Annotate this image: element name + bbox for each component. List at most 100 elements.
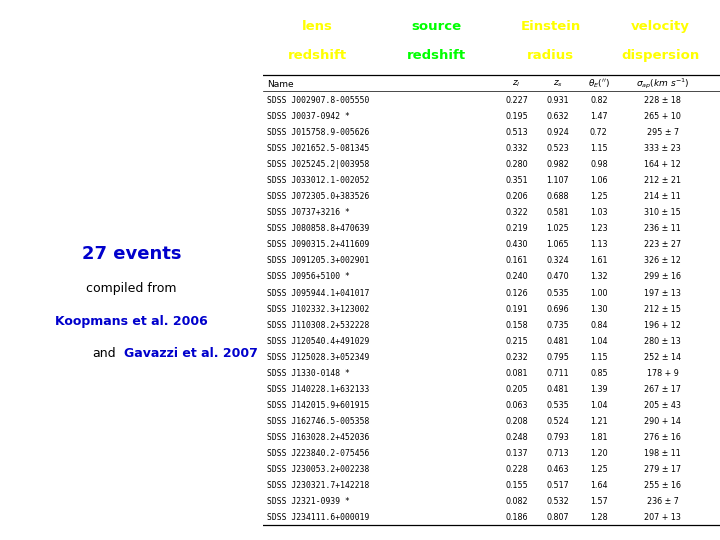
Text: 1.15: 1.15 bbox=[590, 353, 608, 362]
Text: 0.082: 0.082 bbox=[505, 497, 528, 507]
Text: $z_s$: $z_s$ bbox=[553, 79, 562, 90]
Text: 0.240: 0.240 bbox=[505, 273, 528, 281]
Text: compiled from: compiled from bbox=[86, 282, 176, 295]
Text: 299 ± 16: 299 ± 16 bbox=[644, 273, 681, 281]
Text: SDSS J0956+5100 *: SDSS J0956+5100 * bbox=[267, 273, 350, 281]
Text: 205 ± 43: 205 ± 43 bbox=[644, 401, 681, 410]
Text: SDSS J095944.1+041017: SDSS J095944.1+041017 bbox=[267, 288, 370, 298]
Text: 1.03: 1.03 bbox=[590, 208, 608, 217]
Text: 1.065: 1.065 bbox=[546, 240, 569, 249]
Text: 228 ± 18: 228 ± 18 bbox=[644, 96, 681, 105]
Text: 0.793: 0.793 bbox=[546, 433, 569, 442]
Text: 0.532: 0.532 bbox=[546, 497, 569, 507]
Text: SDSS J0737+3216 *: SDSS J0737+3216 * bbox=[267, 208, 350, 217]
Text: 1.15: 1.15 bbox=[590, 144, 608, 153]
Text: 1.57: 1.57 bbox=[590, 497, 608, 507]
Text: Name: Name bbox=[267, 79, 294, 89]
Text: 0.481: 0.481 bbox=[546, 337, 569, 346]
Text: SDSS J163028.2+452036: SDSS J163028.2+452036 bbox=[267, 433, 370, 442]
Text: 0.85: 0.85 bbox=[590, 369, 608, 378]
Text: 0.324: 0.324 bbox=[546, 256, 569, 265]
Text: 1.025: 1.025 bbox=[546, 224, 569, 233]
Text: 1.23: 1.23 bbox=[590, 224, 608, 233]
Text: $\sigma_{ap}(km\ s^{-1})$: $\sigma_{ap}(km\ s^{-1})$ bbox=[636, 77, 690, 91]
Text: 1.06: 1.06 bbox=[590, 176, 608, 185]
Text: 198 ± 11: 198 ± 11 bbox=[644, 449, 681, 458]
Text: 1.28: 1.28 bbox=[590, 514, 608, 523]
Text: 196 + 12: 196 + 12 bbox=[644, 321, 681, 329]
Text: 0.535: 0.535 bbox=[546, 401, 569, 410]
Text: 236 ± 7: 236 ± 7 bbox=[647, 497, 679, 507]
Text: 0.280: 0.280 bbox=[505, 160, 528, 169]
Text: SDSS J234111.6+000019: SDSS J234111.6+000019 bbox=[267, 514, 370, 523]
Text: 223 ± 27: 223 ± 27 bbox=[644, 240, 681, 249]
Text: SDSS J015758.9-005626: SDSS J015758.9-005626 bbox=[267, 128, 370, 137]
Text: 265 + 10: 265 + 10 bbox=[644, 112, 681, 121]
Text: 1.81: 1.81 bbox=[590, 433, 608, 442]
Text: 255 ± 16: 255 ± 16 bbox=[644, 481, 681, 490]
Text: $z_l$: $z_l$ bbox=[513, 79, 521, 90]
Text: SDSS J091205.3+002901: SDSS J091205.3+002901 bbox=[267, 256, 370, 265]
Text: 0.513: 0.513 bbox=[505, 128, 528, 137]
Text: 214 ± 11: 214 ± 11 bbox=[644, 192, 681, 201]
Text: 252 ± 14: 252 ± 14 bbox=[644, 353, 681, 362]
Text: 310 ± 15: 310 ± 15 bbox=[644, 208, 681, 217]
Text: SDSS J090315.2+411609: SDSS J090315.2+411609 bbox=[267, 240, 370, 249]
Text: SDSS J1330-0148 *: SDSS J1330-0148 * bbox=[267, 369, 350, 378]
Text: redshift: redshift bbox=[407, 49, 466, 62]
Text: 27 events: 27 events bbox=[81, 245, 181, 263]
Text: 0.126: 0.126 bbox=[505, 288, 528, 298]
Text: radius: radius bbox=[527, 49, 575, 62]
Text: 0.735: 0.735 bbox=[546, 321, 569, 329]
Text: 326 ± 12: 326 ± 12 bbox=[644, 256, 681, 265]
Text: 1.32: 1.32 bbox=[590, 273, 608, 281]
Text: 0.931: 0.931 bbox=[546, 96, 569, 105]
Text: lens: lens bbox=[302, 20, 333, 33]
Text: 0.206: 0.206 bbox=[505, 192, 528, 201]
Text: 0.208: 0.208 bbox=[505, 417, 528, 426]
Text: SDSS J033012.1-002052: SDSS J033012.1-002052 bbox=[267, 176, 370, 185]
Text: 0.205: 0.205 bbox=[505, 385, 528, 394]
Text: 1.64: 1.64 bbox=[590, 481, 608, 490]
Text: redshift: redshift bbox=[288, 49, 347, 62]
Text: 1.47: 1.47 bbox=[590, 112, 608, 121]
Text: SDSS J080858.8+470639: SDSS J080858.8+470639 bbox=[267, 224, 370, 233]
Text: 0.155: 0.155 bbox=[505, 481, 528, 490]
Text: 0.063: 0.063 bbox=[505, 401, 528, 410]
Text: 0.688: 0.688 bbox=[546, 192, 569, 201]
Text: SDSS J140228.1+632133: SDSS J140228.1+632133 bbox=[267, 385, 370, 394]
Text: Koopmans et al. 2006: Koopmans et al. 2006 bbox=[55, 315, 208, 328]
Text: 267 ± 17: 267 ± 17 bbox=[644, 385, 681, 394]
Text: SDSS J230321.7+142218: SDSS J230321.7+142218 bbox=[267, 481, 370, 490]
Text: 0.711: 0.711 bbox=[546, 369, 569, 378]
Text: 0.470: 0.470 bbox=[546, 273, 569, 281]
Text: 0.248: 0.248 bbox=[505, 433, 528, 442]
Text: 0.807: 0.807 bbox=[546, 514, 569, 523]
Text: SDSS J230053.2+002238: SDSS J230053.2+002238 bbox=[267, 465, 370, 474]
Text: 1.107: 1.107 bbox=[546, 176, 569, 185]
Text: 0.795: 0.795 bbox=[546, 353, 569, 362]
Text: 0.137: 0.137 bbox=[505, 449, 528, 458]
Text: 207 + 13: 207 + 13 bbox=[644, 514, 681, 523]
Text: 164 + 12: 164 + 12 bbox=[644, 160, 681, 169]
Text: 0.98: 0.98 bbox=[590, 160, 608, 169]
Text: 295 ± 7: 295 ± 7 bbox=[647, 128, 679, 137]
Text: 0.195: 0.195 bbox=[505, 112, 528, 121]
Text: 236 ± 11: 236 ± 11 bbox=[644, 224, 681, 233]
Text: SDSS J223840.2-075456: SDSS J223840.2-075456 bbox=[267, 449, 370, 458]
Text: SDSS J0037-0942 *: SDSS J0037-0942 * bbox=[267, 112, 350, 121]
Text: 0.481: 0.481 bbox=[546, 385, 569, 394]
Text: 0.191: 0.191 bbox=[505, 305, 528, 314]
Text: 280 ± 13: 280 ± 13 bbox=[644, 337, 681, 346]
Text: 1.13: 1.13 bbox=[590, 240, 608, 249]
Text: 0.219: 0.219 bbox=[505, 224, 528, 233]
Text: 0.72: 0.72 bbox=[590, 128, 608, 137]
Text: 0.713: 0.713 bbox=[546, 449, 569, 458]
Text: 0.430: 0.430 bbox=[505, 240, 528, 249]
Text: SDSS J125028.3+052349: SDSS J125028.3+052349 bbox=[267, 353, 370, 362]
Text: SDSS J021652.5-081345: SDSS J021652.5-081345 bbox=[267, 144, 370, 153]
Text: 0.523: 0.523 bbox=[546, 144, 569, 153]
Text: and: and bbox=[92, 347, 116, 360]
Text: 0.517: 0.517 bbox=[546, 481, 569, 490]
Text: 178 + 9: 178 + 9 bbox=[647, 369, 679, 378]
